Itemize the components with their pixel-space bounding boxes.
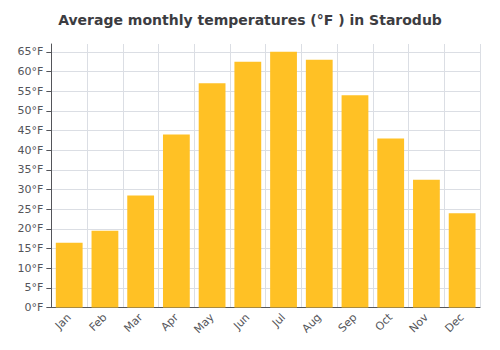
- svg-text:55°F: 55°F: [18, 85, 44, 98]
- svg-text:Oct: Oct: [373, 310, 396, 333]
- svg-text:May: May: [191, 311, 217, 337]
- svg-text:5°F: 5°F: [25, 281, 44, 294]
- svg-text:60°F: 60°F: [18, 65, 44, 78]
- svg-text:0°F: 0°F: [25, 301, 44, 314]
- svg-text:Nov: Nov: [407, 311, 432, 336]
- svg-text:20°F: 20°F: [18, 222, 44, 235]
- svg-text:Jun: Jun: [230, 311, 252, 333]
- svg-text:65°F: 65°F: [18, 45, 44, 58]
- svg-text:Sep: Sep: [336, 311, 360, 335]
- svg-text:45°F: 45°F: [18, 124, 44, 137]
- svg-text:Jul: Jul: [269, 311, 288, 330]
- svg-text:40°F: 40°F: [18, 144, 44, 157]
- svg-text:35°F: 35°F: [18, 163, 44, 176]
- svg-text:Feb: Feb: [87, 311, 110, 334]
- svg-text:10°F: 10°F: [18, 262, 44, 275]
- svg-text:Jan: Jan: [52, 311, 74, 333]
- svg-text:15°F: 15°F: [18, 242, 44, 255]
- svg-text:30°F: 30°F: [18, 183, 44, 196]
- svg-text:Aug: Aug: [299, 311, 323, 335]
- svg-text:25°F: 25°F: [18, 203, 44, 216]
- svg-text:Apr: Apr: [158, 311, 181, 334]
- svg-text:50°F: 50°F: [18, 104, 44, 117]
- svg-text:Mar: Mar: [121, 311, 145, 335]
- svg-text:Dec: Dec: [443, 311, 467, 335]
- svg-text:Average monthly temperatures (: Average monthly temperatures (°F ) in St…: [58, 12, 442, 28]
